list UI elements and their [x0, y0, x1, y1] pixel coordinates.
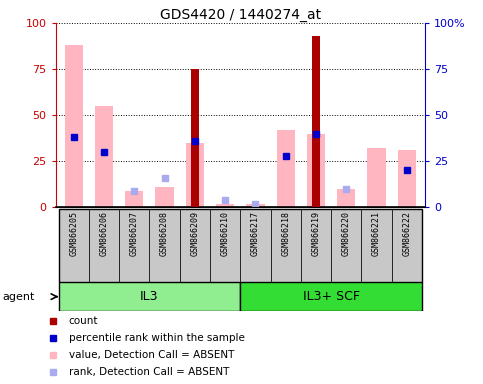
Bar	[270, 209, 301, 282]
Text: value, Detection Call = ABSENT: value, Detection Call = ABSENT	[69, 350, 234, 360]
Bar	[368, 148, 385, 207]
Bar	[149, 209, 180, 282]
Text: GSM866217: GSM866217	[251, 212, 260, 257]
Text: agent: agent	[2, 291, 35, 302]
Text: IL3+ SCF: IL3+ SCF	[303, 290, 360, 303]
Text: GSM866210: GSM866210	[221, 212, 229, 257]
Bar	[58, 282, 241, 311]
Bar	[361, 209, 392, 282]
Bar	[241, 209, 270, 282]
Text: GSM866219: GSM866219	[312, 212, 321, 257]
Bar	[180, 209, 210, 282]
Text: GSM866209: GSM866209	[190, 212, 199, 257]
Bar	[307, 134, 325, 207]
Text: count: count	[69, 316, 98, 326]
Bar	[186, 143, 204, 207]
Text: GSM866220: GSM866220	[342, 212, 351, 257]
Bar	[216, 204, 234, 207]
Bar	[125, 191, 143, 207]
Bar	[246, 204, 265, 207]
Bar	[156, 187, 174, 207]
Bar	[392, 209, 422, 282]
Bar	[331, 209, 361, 282]
Text: GSM866207: GSM866207	[130, 212, 139, 257]
Text: IL3: IL3	[140, 290, 159, 303]
Text: GSM866221: GSM866221	[372, 212, 381, 257]
Bar	[65, 45, 83, 207]
Text: GSM866206: GSM866206	[99, 212, 109, 257]
Text: GSM866205: GSM866205	[69, 212, 78, 257]
Bar	[210, 209, 241, 282]
Bar	[398, 150, 416, 207]
Text: GSM866222: GSM866222	[402, 212, 412, 257]
Bar	[191, 69, 199, 207]
Bar	[337, 189, 355, 207]
Bar	[241, 282, 422, 311]
Text: percentile rank within the sample: percentile rank within the sample	[69, 333, 244, 343]
Bar	[119, 209, 149, 282]
Bar	[95, 106, 113, 207]
Text: GSM866218: GSM866218	[281, 212, 290, 257]
Text: GSM866208: GSM866208	[160, 212, 169, 257]
Title: GDS4420 / 1440274_at: GDS4420 / 1440274_at	[160, 8, 321, 22]
Bar	[89, 209, 119, 282]
Bar	[312, 36, 320, 207]
Bar	[58, 209, 89, 282]
Text: rank, Detection Call = ABSENT: rank, Detection Call = ABSENT	[69, 367, 229, 377]
Bar	[277, 130, 295, 207]
Bar	[301, 209, 331, 282]
